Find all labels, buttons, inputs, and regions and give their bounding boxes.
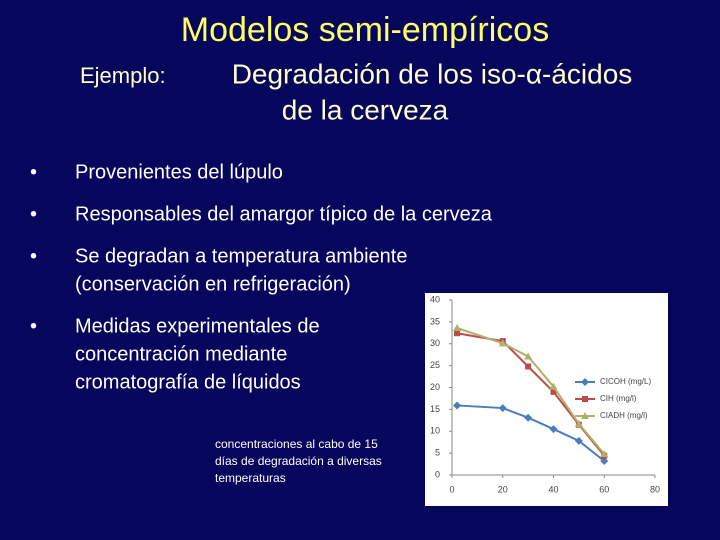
bullet-text: Medidas experimentales de — [75, 315, 320, 337]
x-tick-label: 0 — [449, 484, 454, 494]
bullet-dot: • — [30, 203, 37, 225]
marker — [454, 330, 461, 337]
marker — [453, 401, 462, 410]
marker — [574, 419, 583, 427]
x-tick-label: 20 — [498, 484, 508, 494]
legend-label: CIADH (mg/l) — [600, 411, 648, 420]
bullet-text: concentración mediante — [75, 343, 287, 365]
y-tick-label: 15 — [430, 404, 440, 414]
subtitle-line: Degradación de los iso-α-ácidos — [232, 58, 633, 89]
chart-frame — [425, 293, 668, 506]
marker — [574, 436, 583, 445]
y-tick-label: 40 — [430, 294, 440, 304]
y-tick-label: 0 — [435, 469, 440, 479]
legend-marker — [581, 378, 589, 386]
marker — [600, 457, 609, 465]
bullet-text: (conservación en refrigeración) — [75, 273, 351, 295]
title: Modelos semi-empíricos — [181, 11, 549, 49]
marker — [550, 388, 557, 395]
caption: temperaturas — [215, 471, 286, 485]
bullet-text: Se degradan a temperatura ambiente — [75, 245, 407, 267]
bullet-text: Responsables del amargor típico de la ce… — [75, 203, 493, 225]
bullet-dot: • — [30, 245, 37, 267]
x-tick-label: 60 — [599, 484, 609, 494]
caption: días de degradación a diversas — [215, 454, 382, 468]
marker — [498, 339, 507, 347]
marker — [549, 382, 558, 390]
subtitle-label: Ejemplo: — [80, 63, 166, 88]
series-line — [456, 327, 606, 455]
marker — [498, 404, 507, 413]
legend-marker — [581, 412, 589, 419]
y-tick-label: 25 — [430, 360, 440, 370]
marker — [524, 413, 533, 422]
bullet-dot: • — [30, 161, 37, 183]
bullet-text: Provenientes del lúpulo — [75, 161, 283, 183]
y-tick-label: 10 — [430, 426, 440, 436]
y-tick-label: 35 — [430, 316, 440, 326]
caption: concentraciones al cabo de 15 — [215, 437, 378, 451]
legend-marker — [582, 396, 588, 402]
legend-label: CICOH (mg/L) — [600, 377, 651, 386]
x-tick-label: 80 — [650, 484, 660, 494]
y-tick-label: 30 — [430, 338, 440, 348]
marker — [549, 425, 558, 434]
x-tick-label: 40 — [548, 484, 558, 494]
marker — [600, 450, 609, 457]
marker — [453, 324, 462, 331]
subtitle-line: de la cerveza — [282, 94, 449, 125]
bullet-dot: • — [30, 315, 37, 337]
series-line — [457, 404, 605, 462]
marker — [525, 363, 532, 370]
y-tick-label: 5 — [435, 448, 440, 458]
bullet-text: cromatografía de líquidos — [75, 371, 301, 393]
marker — [524, 352, 533, 360]
y-tick-label: 20 — [430, 382, 440, 392]
legend-label: CIH (mg/l) — [600, 394, 637, 403]
